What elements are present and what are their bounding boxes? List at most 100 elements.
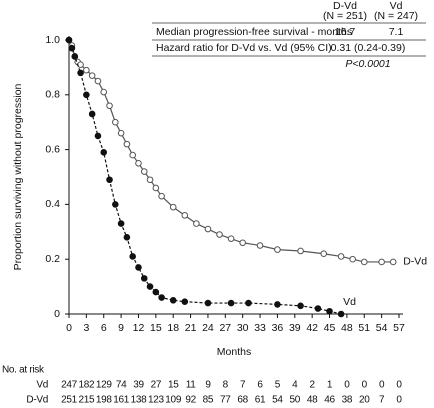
at-risk-count: 215 xyxy=(78,395,95,406)
censor-mark xyxy=(314,305,322,312)
at-risk-count: 4 xyxy=(292,380,298,391)
censor-mark xyxy=(135,160,142,167)
y-tick-label: 1.0 xyxy=(45,34,60,46)
censor-mark xyxy=(152,288,160,296)
x-tick-label: 12 xyxy=(133,322,145,334)
censor-mark xyxy=(123,233,131,241)
x-tick-label: 51 xyxy=(358,322,370,334)
at-risk-count: 77 xyxy=(220,395,231,406)
censor-mark xyxy=(129,253,136,260)
at-risk-count: 1 xyxy=(327,380,333,391)
at-risk-count: 138 xyxy=(131,395,148,406)
censor-mark xyxy=(204,299,212,307)
censor-mark xyxy=(158,192,165,200)
censor-mark xyxy=(146,283,154,290)
at-risk-count: 27 xyxy=(151,380,162,391)
at-risk-count: 247 xyxy=(61,380,78,391)
table-cell: 16.7 xyxy=(335,26,356,38)
inset-table: D-Vd (N = 251) Vd (N = 247) Median progr… xyxy=(152,0,426,70)
censor-mark xyxy=(297,302,304,310)
at-risk-count: 48 xyxy=(307,395,318,406)
censor-mark xyxy=(77,61,84,68)
censor-mark xyxy=(181,212,189,219)
at-risk-count: 61 xyxy=(255,395,266,406)
y-tick-label: 0 xyxy=(54,308,60,320)
censor-mark xyxy=(106,102,113,110)
censor-mark xyxy=(389,258,397,266)
censor-mark xyxy=(65,36,73,44)
censor-mark xyxy=(88,110,96,118)
at-risk-label: Vd xyxy=(36,380,48,391)
censor-mark xyxy=(100,149,108,156)
x-tick-label: 27 xyxy=(219,322,231,334)
at-risk-count: 7 xyxy=(240,380,246,391)
at-risk-count: 123 xyxy=(148,395,165,406)
censor-mark xyxy=(181,298,189,305)
survival-curve xyxy=(68,39,342,315)
x-tick-label: 42 xyxy=(306,322,318,334)
at-risk-count: 198 xyxy=(96,395,113,406)
at-risk-count: 92 xyxy=(185,395,196,406)
table-header: (N = 247) xyxy=(374,10,418,22)
censor-mark xyxy=(320,250,328,258)
censor-mark xyxy=(112,201,119,208)
censor-mark xyxy=(94,77,102,85)
censor-mark xyxy=(117,220,125,227)
at-risk-count: 0 xyxy=(396,395,402,406)
at-risk-count: 9 xyxy=(205,380,211,391)
x-tick-label: 15 xyxy=(150,322,162,334)
censor-mark xyxy=(193,220,200,227)
censor-mark xyxy=(360,258,368,266)
y-tick-label: 0.2 xyxy=(45,253,60,265)
at-risk-count: 0 xyxy=(379,380,385,391)
censor-mark xyxy=(158,294,165,301)
at-risk-count: 15 xyxy=(168,380,179,391)
at-risk-count: 251 xyxy=(61,395,78,406)
censor-mark xyxy=(297,247,304,255)
table-header: (N = 251) xyxy=(323,10,367,22)
at-risk-count: 54 xyxy=(272,395,283,406)
at-risk-count: 85 xyxy=(203,395,214,406)
censor-mark xyxy=(112,118,119,126)
at-risk-label: D-Vd xyxy=(26,395,48,406)
censor-mark xyxy=(216,231,223,238)
censor-mark xyxy=(169,297,177,304)
censor-mark xyxy=(83,91,90,99)
table-cell: Hazard ratio for D-Vd vs. Vd (95% CI) xyxy=(156,42,332,54)
at-risk-count: 68 xyxy=(237,395,248,406)
table-cell: Median progression-free survival - month… xyxy=(156,26,352,38)
x-tick-label: 18 xyxy=(167,322,179,334)
at-risk-count: 2 xyxy=(310,380,316,391)
censor-mark xyxy=(337,310,345,318)
censor-mark xyxy=(106,176,113,184)
x-tick-label: 36 xyxy=(272,322,284,334)
at-risk-count: 8 xyxy=(223,380,229,391)
p-value: P<0.0001 xyxy=(345,58,390,70)
at-risk-count: 50 xyxy=(290,395,301,406)
x-tick-label: 3 xyxy=(83,322,89,334)
x-tick-label: 21 xyxy=(185,322,197,334)
censor-mark xyxy=(274,246,281,253)
censor-mark xyxy=(152,184,160,192)
x-tick-label: 57 xyxy=(393,322,405,334)
at-risk-count: 0 xyxy=(362,380,368,391)
x-tick-label: 54 xyxy=(376,322,388,334)
at-risk-count: 182 xyxy=(78,380,95,391)
at-risk-count: 74 xyxy=(116,380,127,391)
y-axis-label: Proportion surviving without progression xyxy=(12,83,24,270)
censor-mark xyxy=(117,129,125,137)
x-tick-label: 0 xyxy=(66,322,72,334)
y-tick-label: 0.4 xyxy=(45,198,60,210)
at-risk-count: 39 xyxy=(133,380,144,391)
censor-mark xyxy=(100,88,108,96)
x-tick-label: 24 xyxy=(202,322,214,334)
censor-mark xyxy=(77,69,84,77)
censor-mark xyxy=(83,66,90,74)
series-label: Vd xyxy=(343,296,356,308)
censor-mark xyxy=(68,44,76,52)
censor-mark xyxy=(274,301,281,308)
table-header: D-Vd xyxy=(333,0,357,12)
censor-mark xyxy=(146,176,154,184)
table-cell: 0.31 (0.24-0.39) xyxy=(331,42,406,54)
at-risk-count: 0 xyxy=(396,380,402,391)
